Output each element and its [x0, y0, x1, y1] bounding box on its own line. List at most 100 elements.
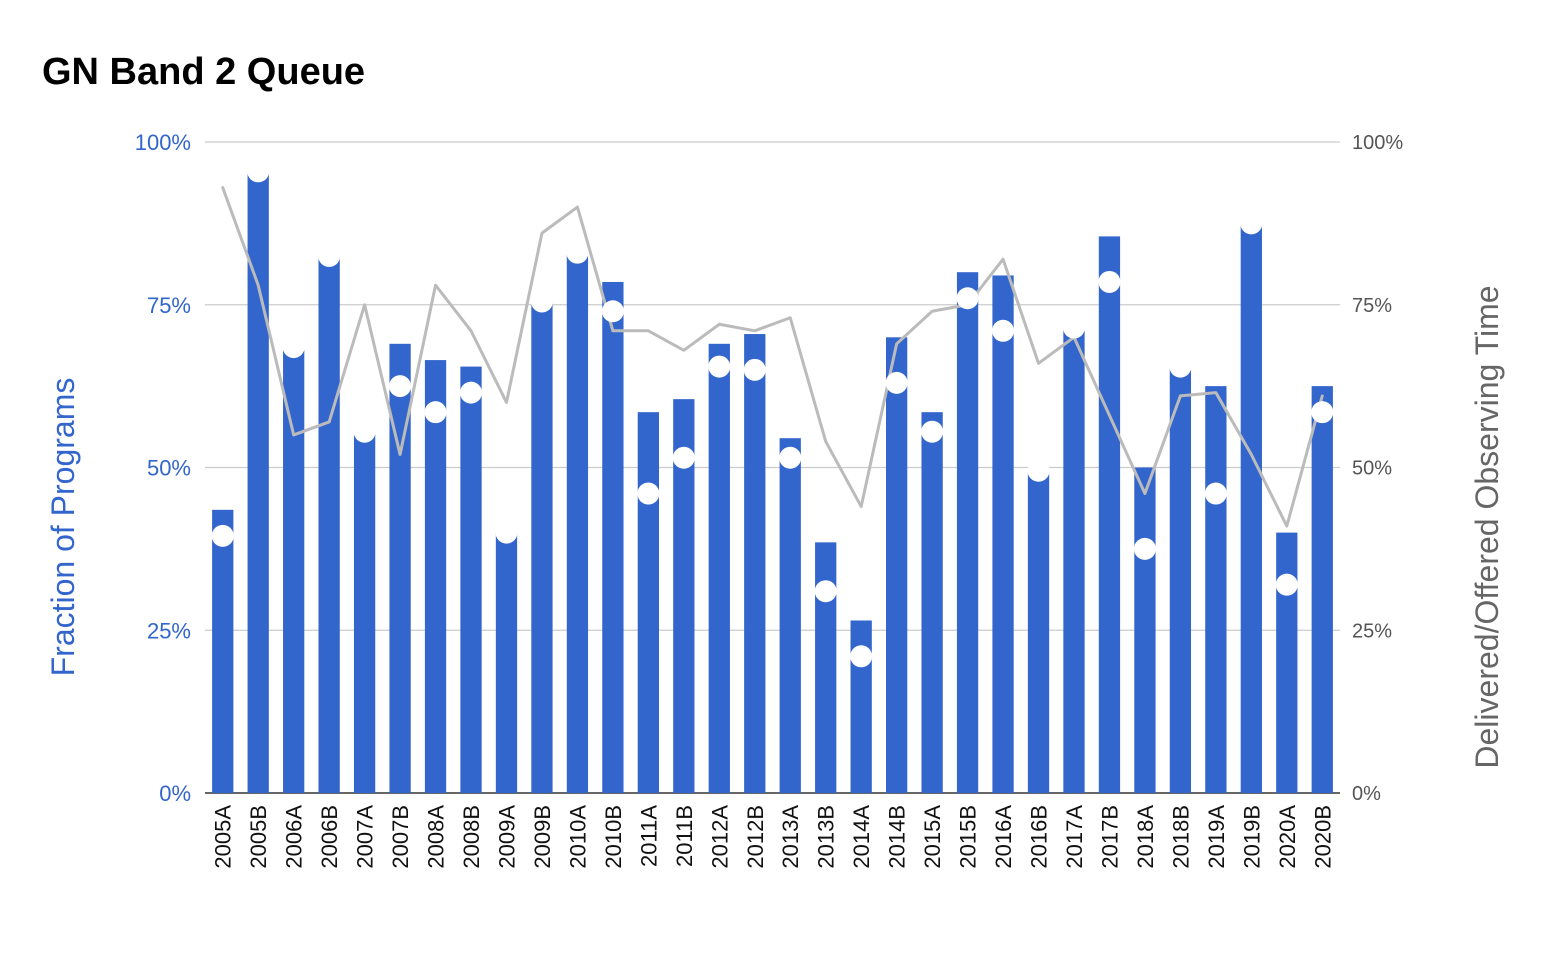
- bar: [992, 275, 1014, 794]
- bar: [1063, 327, 1085, 793]
- data-point: [495, 521, 518, 544]
- y-tick-label-right: 0%: [1352, 783, 1381, 805]
- x-tick-label: 2012A: [707, 805, 732, 869]
- bar: [921, 412, 943, 793]
- x-tick-label: 2013B: [814, 805, 839, 869]
- bar: [460, 366, 482, 793]
- x-tick-label: 2020A: [1275, 805, 1300, 869]
- data-point: [282, 336, 305, 359]
- data-point: [956, 287, 979, 310]
- data-point: [601, 300, 624, 323]
- data-point: [424, 401, 447, 424]
- x-tick-label: 2017A: [1062, 805, 1087, 869]
- x-tick-label: 2016B: [1027, 805, 1052, 869]
- x-tick-label: 2007A: [353, 805, 378, 869]
- bar: [389, 343, 411, 793]
- bar: [602, 281, 624, 793]
- axes: 0% 0% 25% 25% 50% 50% 75% 75% 100% 100% 2005A 2005B…: [135, 130, 1404, 869]
- data-point: [779, 446, 802, 469]
- x-tick-label: 2018B: [1168, 805, 1193, 869]
- x-tick-label: 2010B: [601, 805, 626, 869]
- bar: [531, 301, 553, 793]
- data-point: [1311, 401, 1334, 424]
- data-point: [637, 482, 660, 505]
- data-point: [1169, 355, 1192, 378]
- data-point: [885, 371, 908, 394]
- data-point: [1204, 482, 1227, 505]
- bar: [1098, 236, 1121, 793]
- point-series: [211, 160, 1334, 668]
- x-tick-label: 2015A: [920, 805, 945, 869]
- bar: [886, 337, 908, 793]
- x-tick-label: 2008B: [459, 805, 484, 869]
- x-tick-label: 2014A: [849, 805, 874, 869]
- bar: [744, 334, 766, 793]
- x-tick-label: 2006B: [317, 805, 342, 869]
- data-point: [247, 160, 270, 183]
- x-tick-label: 2007B: [388, 805, 413, 869]
- bar: [1169, 366, 1192, 793]
- bar: [424, 360, 447, 793]
- x-tick-label: 2009B: [530, 805, 555, 869]
- x-tick-label: 2019B: [1239, 805, 1264, 869]
- data-point: [1098, 270, 1121, 293]
- data-point: [1240, 212, 1263, 235]
- data-point: [1133, 537, 1156, 560]
- data-point: [211, 524, 234, 547]
- data-point: [814, 580, 837, 603]
- x-tick-label: 2013A: [778, 805, 803, 869]
- y-tick-label-right: 50%: [1352, 458, 1392, 480]
- bar: [956, 272, 979, 793]
- x-tick-label: 2015B: [956, 805, 981, 869]
- bar: [318, 255, 340, 794]
- x-tick-label: 2019A: [1204, 805, 1229, 869]
- bar: [283, 347, 305, 793]
- bar: [495, 532, 518, 793]
- data-point: [1062, 316, 1085, 339]
- x-tick-label: 2005B: [246, 805, 271, 869]
- data-point: [850, 645, 873, 668]
- data-point: [708, 355, 731, 378]
- bar-series: [212, 171, 1333, 794]
- x-tick-label: 2012B: [743, 805, 768, 869]
- y-tick-label-right: 100%: [1352, 132, 1403, 154]
- bar: [708, 343, 730, 793]
- bar: [1205, 386, 1227, 793]
- bar: [637, 412, 659, 793]
- bar: [566, 252, 589, 794]
- bar: [1276, 532, 1298, 793]
- bar: [212, 509, 234, 793]
- x-tick-label: 2014B: [885, 805, 910, 869]
- y-axis-label-right: Delivered/Offered Observing Time: [1469, 285, 1505, 768]
- bar: [1134, 467, 1156, 793]
- y-tick-label-left: 50%: [147, 456, 191, 481]
- x-tick-label: 2017B: [1097, 805, 1122, 869]
- x-tick-label: 2009A: [494, 805, 519, 869]
- bar: [1240, 223, 1262, 793]
- data-point: [672, 446, 695, 469]
- y-tick-label-right: 75%: [1352, 295, 1392, 317]
- x-tick-label: 2006A: [282, 805, 307, 869]
- y-tick-label-left: 100%: [135, 130, 191, 155]
- data-point: [389, 375, 412, 398]
- data-point: [921, 420, 944, 443]
- bar: [353, 431, 376, 793]
- x-tick-label: 2010A: [565, 805, 590, 869]
- bar: [1311, 386, 1333, 793]
- data-point: [318, 244, 341, 267]
- x-tick-label: 2011A: [636, 805, 661, 867]
- x-tick-label: 2011B: [672, 805, 697, 867]
- data-point: [1275, 573, 1298, 596]
- y-tick-label-left: 0%: [159, 781, 191, 806]
- data-point: [992, 319, 1015, 342]
- x-tick-label: 2020B: [1310, 805, 1335, 869]
- bar: [779, 438, 801, 793]
- bar: [1027, 470, 1050, 793]
- line-series: [221, 186, 1324, 528]
- y-axis-label-left: Fraction of Programs: [45, 378, 81, 677]
- data-point: [460, 381, 483, 404]
- y-tick-label-right: 25%: [1352, 620, 1392, 642]
- data-point: [530, 290, 553, 313]
